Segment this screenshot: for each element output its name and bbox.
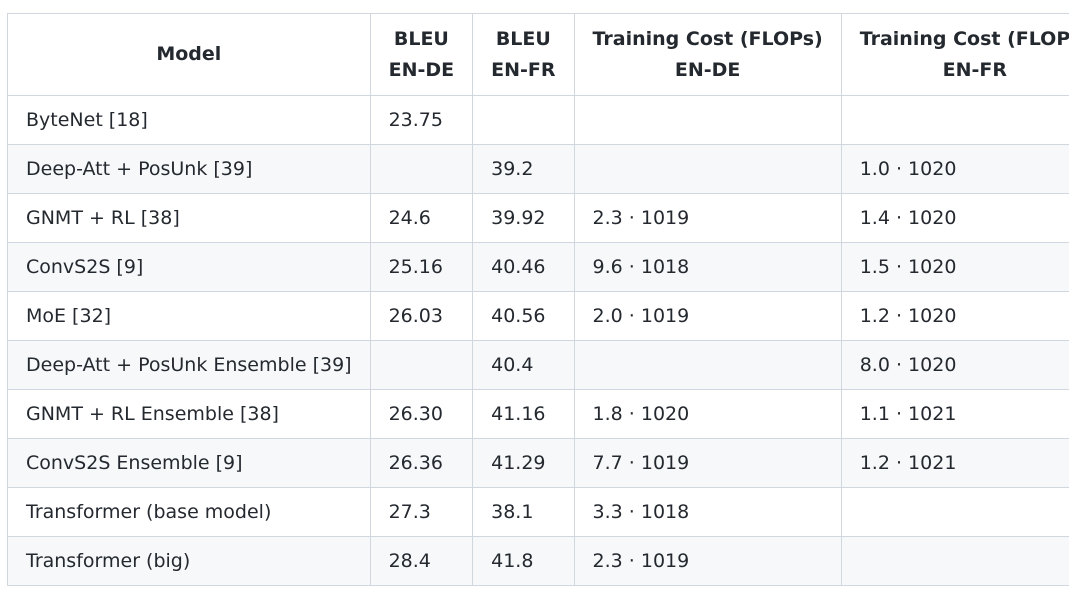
header-cost-en-fr-line2: EN-FR [942,58,1008,81]
cell-cost-en-fr: 1.2 · 1020 [840,291,1069,341]
table-row: GNMT + RL Ensemble [38] 26.30 41.16 1.8 … [7,389,1069,439]
cell-cost-en-fr: 1.1 · 1021 [840,389,1069,439]
cell-cost-en-de: 2.0 · 1019 [573,291,842,341]
table-body: ByteNet [18] 23.75 Deep-Att + PosUnk [39… [7,95,1069,586]
cell-bleu-en-de: 26.30 [369,389,474,439]
header-bleu-en-fr: BLEU EN-FR [472,13,575,96]
header-model-label: Model [156,43,222,65]
cell-cost-en-de: 1.8 · 1020 [573,389,842,439]
cell-model: ConvS2S Ensemble [9] [7,438,371,488]
cell-bleu-en-fr [472,95,575,145]
cell-bleu-en-de: 27.3 [369,487,474,537]
cell-model: GNMT + RL Ensemble [38] [7,389,371,439]
header-cost-en-de-line1: Training Cost (FLOPs) [592,27,823,50]
header-cost-en-fr-line1: Training Cost (FLOPs) [859,27,1069,50]
cell-model: GNMT + RL [38] [7,193,371,243]
cell-cost-en-de: 7.7 · 1019 [573,438,842,488]
cell-model: ConvS2S [9] [7,242,371,292]
header-cost-en-de-line2: EN-DE [674,58,741,81]
cell-model: MoE [32] [7,291,371,341]
results-table: Model BLEU EN-DE BLEU EN-FR Training Cos… [7,13,1069,586]
cell-cost-en-de: 2.3 · 1019 [573,193,842,243]
cell-model: Deep-Att + PosUnk [39] [7,144,371,194]
table-row: Transformer (big) 28.4 41.8 2.3 · 1019 [7,536,1069,586]
cell-bleu-en-fr: 41.8 [472,536,575,586]
cell-cost-en-de: 3.3 · 1018 [573,487,842,537]
cell-bleu-en-fr: 40.56 [472,291,575,341]
table-row: Deep-Att + PosUnk [39] 39.2 1.0 · 1020 [7,144,1069,194]
header-bleu-en-de: BLEU EN-DE [369,13,474,96]
cell-bleu-en-de [369,144,474,194]
cell-bleu-en-de: 28.4 [369,536,474,586]
header-bleu-en-fr-line2: EN-FR [491,58,556,81]
header-cost-en-de: Training Cost (FLOPs) EN-DE [573,13,842,96]
cell-model: Transformer (base model) [7,487,371,537]
cell-model: ByteNet [18] [7,95,371,145]
cell-cost-en-fr: 1.5 · 1020 [840,242,1069,292]
cell-bleu-en-fr: 41.16 [472,389,575,439]
table-row: ConvS2S Ensemble [9] 26.36 41.29 7.7 · 1… [7,438,1069,488]
cell-cost-en-de: 9.6 · 1018 [573,242,842,292]
header-bleu-en-de-line2: EN-DE [388,58,455,81]
cell-bleu-en-fr: 40.4 [472,340,575,390]
cell-cost-en-fr: 8.0 · 1020 [840,340,1069,390]
cell-model: Deep-Att + PosUnk Ensemble [39] [7,340,371,390]
cell-cost-en-fr [840,95,1069,145]
table-row: MoE [32] 26.03 40.56 2.0 · 1019 1.2 · 10… [7,291,1069,341]
cell-bleu-en-de [369,340,474,390]
cell-cost-en-fr: 1.2 · 1021 [840,438,1069,488]
cell-cost-en-fr: 1.0 · 1020 [840,144,1069,194]
cell-cost-en-fr: 1.4 · 1020 [840,193,1069,243]
table-row: ConvS2S [9] 25.16 40.46 9.6 · 1018 1.5 ·… [7,242,1069,292]
cell-bleu-en-fr: 41.29 [472,438,575,488]
cell-cost-en-de [573,95,842,145]
table-row: ByteNet [18] 23.75 [7,95,1069,145]
header-row: Model BLEU EN-DE BLEU EN-FR Training Cos… [7,13,1069,96]
cell-bleu-en-fr: 38.1 [472,487,575,537]
cell-bleu-en-de: 24.6 [369,193,474,243]
cell-cost-en-de [573,144,842,194]
cell-cost-en-fr [840,487,1069,537]
table-row: Transformer (base model) 27.3 38.1 3.3 ·… [7,487,1069,537]
cell-cost-en-de: 2.3 · 1019 [573,536,842,586]
header-bleu-en-fr-line1: BLEU [495,27,551,50]
header-cost-en-fr: Training Cost (FLOPs) EN-FR [840,13,1069,96]
table-header: Model BLEU EN-DE BLEU EN-FR Training Cos… [7,13,1069,96]
cell-bleu-en-fr: 39.92 [472,193,575,243]
cell-model: Transformer (big) [7,536,371,586]
table-row: Deep-Att + PosUnk Ensemble [39] 40.4 8.0… [7,340,1069,390]
header-bleu-en-de-line1: BLEU [393,27,449,50]
cell-cost-en-fr [840,536,1069,586]
cell-bleu-en-de: 26.36 [369,438,474,488]
cell-bleu-en-de: 26.03 [369,291,474,341]
cell-bleu-en-fr: 39.2 [472,144,575,194]
cell-bleu-en-de: 23.75 [369,95,474,145]
cell-bleu-en-fr: 40.46 [472,242,575,292]
table-row: GNMT + RL [38] 24.6 39.92 2.3 · 1019 1.4… [7,193,1069,243]
cell-bleu-en-de: 25.16 [369,242,474,292]
cell-cost-en-de [573,340,842,390]
header-model: Model [7,13,371,96]
